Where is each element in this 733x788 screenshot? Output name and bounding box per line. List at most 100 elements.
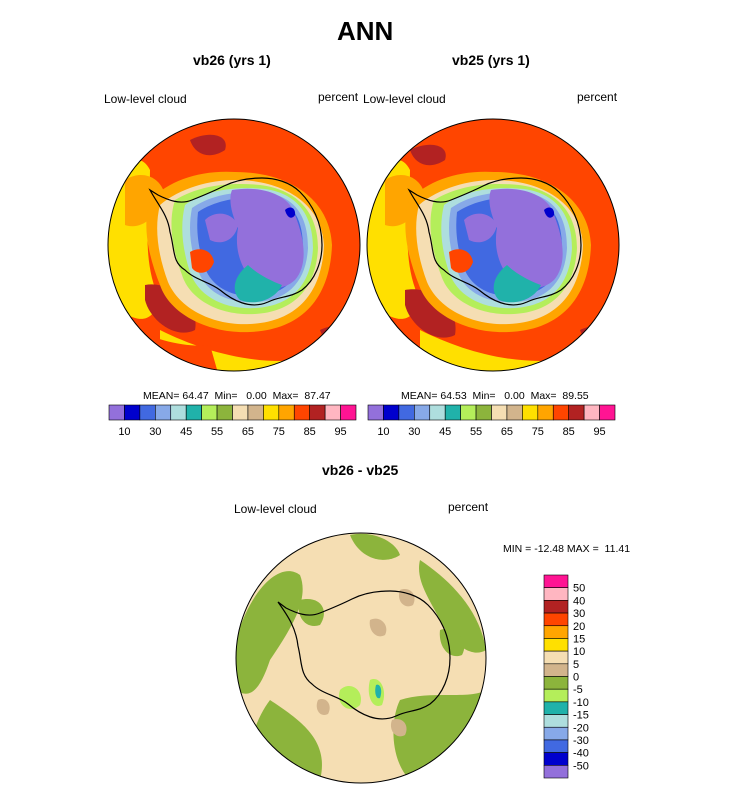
panel3-colorbar-swatch (543, 676, 569, 690)
panel3-colorbar-swatch (543, 625, 569, 639)
panel2-colorbar-swatch (367, 404, 384, 421)
panel2-colorbar-swatch (522, 404, 539, 421)
panel3-left-label: Low-level cloud (234, 502, 317, 516)
panel1-colorbar-swatch (263, 404, 280, 421)
panel3-colorbar-tick-label: -40 (573, 748, 589, 760)
panel1-colorbar-swatch (232, 404, 249, 421)
panel1-colorbar-swatch (247, 404, 264, 421)
panel1-colorbar-tick-label: 75 (273, 426, 285, 438)
panel1-colorbar-swatch (309, 404, 326, 421)
panel1-map-border (107, 118, 361, 372)
panel3-colorbar-swatch (543, 650, 569, 665)
panel2-colorbar-swatch (444, 404, 461, 421)
panel1-colorbar-swatch (170, 404, 187, 421)
panel3-colorbar-tick-label: 50 (573, 583, 585, 595)
panel3-colorbar-swatch (543, 765, 569, 779)
panel1-stats: MEAN= 64.47 Min= 0.00 Max= 87.47 (143, 390, 331, 402)
panel2-colorbar-swatch (599, 404, 616, 421)
panel3-colorbar-swatch (543, 574, 569, 588)
panel2-colorbar-tick-label: 75 (532, 426, 544, 438)
panel1-colorbar-swatch (201, 404, 218, 421)
panel2-right-label: percent (577, 90, 618, 104)
panel3-colorbar-swatch (543, 612, 569, 627)
panel1-colorbar-tick-label: 95 (334, 426, 346, 438)
panel3-colorbar-tick-label: -15 (573, 710, 589, 722)
panel1-colorbar-tick-label: 45 (180, 426, 192, 438)
panel1-colorbar-tick-label: 85 (304, 426, 316, 438)
panel3-colorbar-tick-label: 40 (573, 595, 585, 607)
panel1-colorbar-swatch (139, 404, 156, 421)
panel1-colorbar-tick-label: 30 (149, 426, 161, 438)
panel2-colorbar-tick-label: 65 (501, 426, 513, 438)
panel2-map (367, 119, 619, 371)
panel1-colorbar-swatch (340, 404, 357, 421)
panel2-colorbar-swatch (552, 404, 569, 421)
panel2-colorbar-swatch (460, 404, 477, 421)
panel3-colorbar-swatch (543, 739, 569, 753)
panel2-colorbar-tick-label: 30 (408, 426, 420, 438)
panel2-colorbar-tick-label: 85 (563, 426, 575, 438)
panel2-left-label: Low-level cloud (363, 92, 446, 106)
panel1-colorbar-swatch (216, 404, 233, 421)
panel2-stats: MEAN= 64.53 Min= 0.00 Max= 89.55 (401, 390, 589, 402)
panel2-colorbar-swatch (414, 404, 431, 421)
panel3-colorbar-tick-label: 5 (573, 659, 579, 671)
panel2-title: vb25 (yrs 1) (452, 52, 530, 68)
panel3-title: vb26 - vb25 (322, 462, 399, 478)
panel1-colorbar-swatch (124, 404, 141, 421)
panel1-colorbar-swatch (293, 404, 310, 421)
panel3-colorbar-swatch (543, 726, 569, 741)
panel3-colorbar-tick-label: -30 (573, 735, 589, 747)
panel3-stats: MIN = -12.48 MAX = 11.41 (503, 543, 631, 555)
panel3-right-label: percent (448, 500, 489, 514)
panel3-colorbar-tick-label: 10 (573, 646, 585, 658)
panel2-colorbar-tick-label: 45 (439, 426, 451, 438)
panel3-colorbar-tick-label: -50 (573, 760, 589, 772)
panel2-colorbar-swatch (398, 404, 415, 421)
panel2-colorbar-swatch (491, 404, 508, 421)
panel3-colorbar-tick-label: 15 (573, 633, 585, 645)
panel1-colorbar-swatch (324, 404, 341, 421)
panel3-colorbar-swatch (543, 714, 569, 728)
panel3-map-border (235, 532, 487, 784)
panel1-colorbar-tick-label: 55 (211, 426, 223, 438)
panel1-colorbar-swatch (278, 404, 295, 421)
panel2-map-border (366, 118, 620, 372)
panel3-colorbar-tick-label: -5 (573, 684, 583, 696)
panel2-colorbar-swatch (506, 404, 523, 421)
panel3-colorbar-swatch (543, 638, 569, 652)
panel3-colorbar-swatch (543, 663, 569, 677)
panel1-title: vb26 (yrs 1) (193, 52, 271, 68)
panel1-coastline (148, 177, 323, 306)
panel3-colorbar-swatch (543, 600, 569, 614)
panel1-colorbar: 10 30 45 55 65 75 85 95 (108, 404, 357, 438)
panel3-colorbar-tick-label: 30 (573, 608, 585, 620)
panel3-colorbar-swatch (543, 752, 569, 766)
panel3-colorbar-tick-label: -20 (573, 722, 589, 734)
panel3-colorbar-tick-label: 0 (573, 672, 579, 684)
panel2-colorbar-swatch (429, 404, 446, 421)
panel2-colorbar-tick-label: 10 (377, 426, 389, 438)
panel1-left-label: Low-level cloud (104, 92, 187, 106)
panel3-colorbar-swatch (543, 701, 569, 715)
panel2-colorbar-swatch (383, 404, 400, 421)
panel2-colorbar-tick-label: 55 (470, 426, 482, 438)
panel1-right-label: percent (318, 90, 359, 104)
panel1-colorbar-swatch (185, 404, 202, 421)
panel3-colorbar-swatch (543, 587, 569, 601)
panel3-map (236, 533, 486, 783)
panel3-colorbar-swatch (543, 688, 569, 703)
panel3-colorbar-tick-label: -10 (573, 697, 589, 709)
panel2-colorbar: 10 30 45 55 65 75 85 95 (367, 404, 616, 438)
panel2-coastline (407, 177, 582, 306)
figure-title: ANN (337, 16, 394, 46)
panel2-colorbar-swatch (568, 404, 585, 421)
panel1-map (108, 119, 360, 371)
panel2-colorbar-swatch (537, 404, 554, 421)
panel1-colorbar-tick-label: 10 (118, 426, 130, 438)
panel2-colorbar-swatch (475, 404, 492, 421)
panel2-colorbar-tick-label: 95 (593, 426, 605, 438)
panel2-colorbar-swatch (583, 404, 600, 421)
